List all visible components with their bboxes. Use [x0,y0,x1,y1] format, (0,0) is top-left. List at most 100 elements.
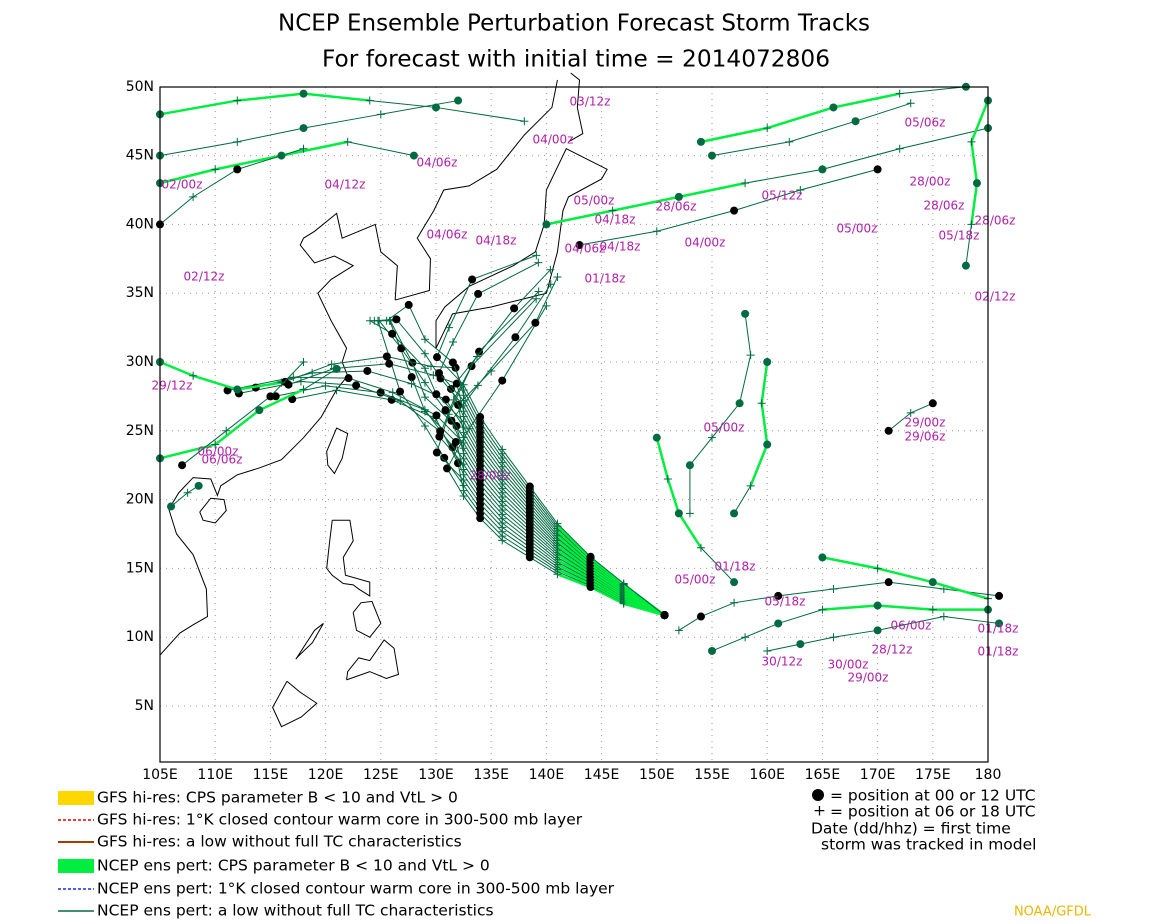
track-plus [420,335,429,344]
date-label: 05/06z [905,116,946,130]
track-plus [928,605,937,614]
lat-label: 30N [126,354,154,370]
track-tc-segment [159,360,282,391]
track-plus [420,349,429,358]
track-plus [473,381,482,390]
track-dot [476,413,485,422]
track-dot [409,151,418,160]
track-dot [382,352,391,361]
track-dot [685,461,694,470]
lon-label: 160E [749,767,785,783]
date-label: 05/18z [765,595,806,609]
track-dot [763,358,772,366]
date-label: 28/00z [910,175,951,189]
track-tc-segment [970,100,990,225]
track-dot [498,376,507,385]
date-label: 28/06z [975,214,1016,228]
date-label: 03/12z [570,95,611,109]
track-plus [520,117,529,126]
track-tc-segment [822,604,988,611]
lon-label: 140E [529,767,565,783]
track-dot [443,464,452,473]
track-dot [730,206,739,215]
track-dot [223,386,232,395]
track-tc-segment [749,361,769,487]
date-label: 06/00z [198,445,239,459]
date-label: 30/12z [762,655,803,669]
lon-label: 130E [418,767,454,783]
track-dot [873,626,882,635]
lon-label: 145E [584,767,620,783]
track-dot [167,502,176,511]
legend-label: GFS hi-res: 1°K closed contour warm core… [97,811,583,829]
track-plus [343,137,352,146]
legend-label: GFS hi-res: CPS parameter B < 10 and VtL… [97,789,458,807]
lat-label: 10N [126,629,154,645]
track-dot [332,364,341,373]
coastline [295,623,324,660]
track-dot [928,578,937,587]
date-label: 29/06z [905,430,946,444]
track-plus [299,144,308,153]
track-dot [829,103,838,112]
track-tc-segment [159,92,370,116]
legend-dot [812,789,824,801]
track-plus [388,388,397,397]
legend-note: Date (dd/hhz) = first time [811,820,1011,838]
track-plus [277,378,286,387]
track-dot [730,509,739,518]
track-dot [436,427,445,436]
coastline [326,519,371,597]
track-dot [397,344,406,353]
track-dot [441,395,450,404]
track-dot [363,366,372,375]
track-plus [895,144,904,153]
coastline [272,680,318,728]
lon-label: 115E [253,767,289,783]
track-dot [575,241,584,250]
track-dot [407,373,416,382]
track-tc-segment [159,140,348,185]
track-dot [255,406,264,415]
legend-swatch [58,791,94,805]
track-dot [774,591,783,600]
track-plus [211,165,220,174]
date-label: 04/18z [595,213,636,227]
track-plus [189,192,198,201]
track-dot [451,437,460,446]
lat-label: 5N [135,698,154,714]
track-dot [660,611,669,620]
lat-label: 40N [126,216,154,232]
track-dot [385,359,394,368]
track-dot [696,137,705,146]
legend: GFS hi-res: CPS parameter B < 10 and VtL… [58,787,1036,920]
track-dot [233,165,242,174]
coastline [326,427,349,475]
track-dot [474,289,483,298]
track-dot [525,482,534,491]
track-dot [468,275,477,284]
lon-label: 125E [363,767,399,783]
track-tc-segment [546,181,746,226]
date-label: 04/00z [533,133,574,147]
track-plus [730,598,739,607]
track-plus [420,393,429,402]
date-label: 01/18z [978,645,1019,659]
track-dot [392,315,401,324]
track-plus [370,316,379,325]
track-plus [445,323,454,332]
track-plus [420,421,429,430]
track-dot [454,96,463,105]
graticule [160,87,988,762]
track-plus [233,137,242,146]
lat-label: 45N [126,148,154,164]
date-label: 02/12z [184,270,225,284]
track-dot [696,612,705,621]
date-label: 04/18z [600,240,641,254]
date-label: 01/18z [715,560,756,574]
date-label: 28/12z [872,643,913,657]
track-dot [972,179,981,188]
lat-label: 35N [126,285,154,301]
track-dot [586,552,595,561]
coastline [352,600,382,638]
